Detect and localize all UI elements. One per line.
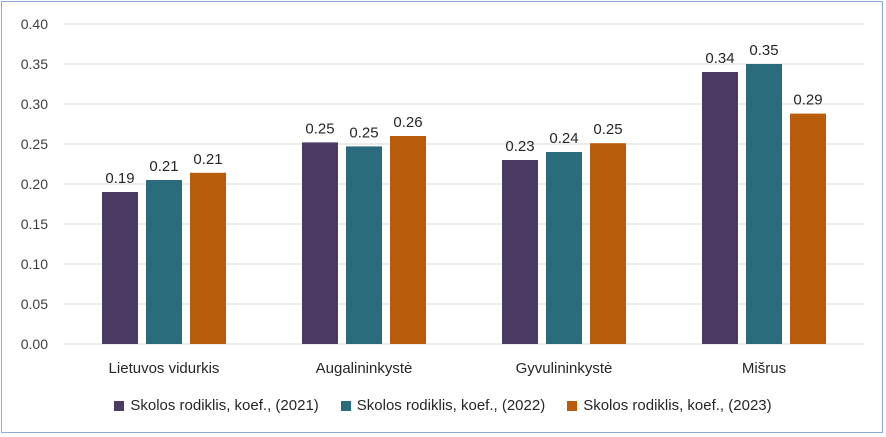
y-tick-label: 0.40 [21, 16, 48, 32]
bar [102, 192, 138, 344]
bar [702, 72, 738, 344]
bar [546, 152, 582, 344]
bar [346, 146, 382, 344]
y-tick-label: 0.15 [21, 216, 48, 232]
legend-swatch [567, 400, 578, 411]
y-axis-ticks: 0.00 0.05 0.10 0.15 0.20 0.25 0.30 0.35 0.40 [21, 16, 48, 352]
bar [146, 180, 182, 344]
y-tick-label: 0.35 [21, 56, 48, 72]
legend-label: Skolos rodiklis, koef., (2021) [130, 397, 319, 414]
y-tick-label: 0.10 [21, 256, 48, 272]
bar [746, 64, 782, 344]
y-tick-label: 0.25 [21, 136, 48, 152]
bar [190, 172, 226, 344]
bar [502, 160, 538, 344]
legend-swatch [340, 400, 351, 411]
data-label: 0.23 [505, 138, 534, 155]
legend-item: Skolos rodiklis, koef., (2023) [567, 397, 772, 414]
legend: Skolos rodiklis, koef., (2021) Skolos rod… [2, 397, 884, 414]
category-label: Mišrus [742, 360, 786, 377]
data-label: 0.25 [305, 120, 334, 137]
data-label: 0.35 [749, 42, 778, 59]
bar [390, 136, 426, 344]
gridlines [64, 23, 864, 345]
data-labels: 0.19 0.21 0.21 0.25 0.25 0.26 0.23 0.24 0.25 0.34… [105, 42, 822, 187]
bar [790, 113, 826, 344]
data-label: 0.25 [349, 124, 378, 141]
legend-label: Skolos rodiklis, koef., (2022) [356, 397, 546, 414]
category-labels: Lietuvos vidurkis Augalininkystė Gyvulinin… [109, 360, 787, 377]
legend-item: Skolos rodiklis, koef., (2022) [340, 397, 546, 414]
data-label: 0.21 [193, 151, 222, 168]
legend-item: Skolos rodiklis, koef., (2021) [114, 397, 319, 414]
bars [102, 64, 826, 344]
data-label: 0.26 [393, 114, 422, 131]
y-tick-label: 0.05 [21, 296, 48, 312]
data-label: 0.24 [549, 130, 578, 147]
category-label: Augalininkystė [316, 360, 413, 377]
data-label: 0.25 [593, 121, 622, 138]
data-label: 0.21 [149, 158, 178, 175]
category-label: Gyvulininkystė [516, 360, 613, 377]
y-tick-label: 0.30 [21, 96, 48, 112]
bar [590, 143, 626, 344]
legend-swatch [114, 400, 125, 411]
legend-label: Skolos rodiklis, koef., (2023) [583, 397, 772, 414]
category-label: Lietuvos vidurkis [109, 360, 220, 377]
data-label: 0.34 [705, 50, 734, 67]
y-tick-label: 0.20 [21, 176, 48, 192]
y-tick-label: 0.00 [21, 336, 48, 352]
bar [302, 142, 338, 344]
data-label: 0.19 [105, 170, 134, 187]
data-label: 0.29 [793, 92, 822, 109]
